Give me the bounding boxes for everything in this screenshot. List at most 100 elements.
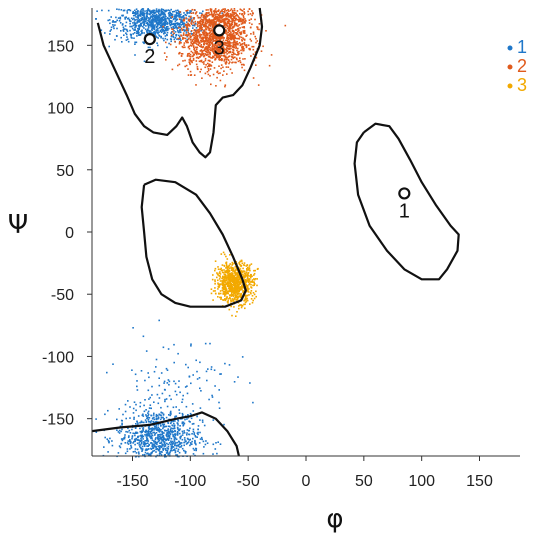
data-point — [245, 284, 248, 287]
data-point — [247, 291, 250, 293]
data-point — [181, 45, 184, 48]
data-point — [210, 83, 212, 86]
data-point — [220, 267, 222, 270]
data-point — [163, 445, 166, 448]
data-point — [177, 444, 180, 446]
data-point — [205, 46, 207, 48]
legend: 123 — [507, 37, 527, 95]
data-point — [178, 451, 181, 454]
data-point — [212, 40, 214, 42]
data-point — [241, 271, 243, 274]
data-point — [236, 311, 238, 313]
data-point — [168, 14, 171, 16]
data-point — [169, 20, 172, 22]
data-point — [173, 449, 175, 451]
data-point — [230, 33, 232, 35]
data-point — [213, 46, 216, 49]
data-point — [233, 43, 236, 46]
data-point — [106, 438, 109, 440]
data-point — [216, 49, 219, 51]
data-point — [138, 24, 141, 27]
data-point — [121, 41, 123, 43]
data-point — [147, 413, 150, 416]
data-point — [135, 41, 138, 44]
data-point — [216, 20, 218, 22]
data-point — [136, 432, 139, 434]
data-point — [131, 435, 134, 437]
data-point — [225, 297, 228, 299]
data-point — [156, 441, 159, 444]
data-point — [189, 70, 192, 73]
data-point — [167, 25, 169, 28]
data-point — [226, 258, 229, 260]
data-point — [233, 37, 236, 40]
data-point — [153, 18, 155, 21]
data-point — [225, 288, 228, 290]
data-point — [175, 14, 177, 17]
data-point — [255, 295, 257, 298]
data-point — [201, 36, 203, 39]
data-point — [218, 389, 220, 391]
data-point — [224, 42, 227, 45]
data-point — [151, 444, 154, 447]
data-point — [153, 449, 156, 452]
data-point — [164, 28, 167, 30]
data-point — [224, 287, 226, 290]
data-point — [181, 16, 184, 18]
data-point — [167, 425, 170, 428]
data-point — [205, 43, 208, 45]
data-point — [136, 22, 138, 24]
data-point — [216, 53, 219, 56]
data-point — [161, 392, 164, 395]
data-point — [173, 38, 176, 41]
data-point — [216, 71, 218, 73]
data-point — [230, 266, 232, 268]
data-point — [126, 450, 129, 453]
data-point — [229, 282, 231, 284]
data-point — [201, 31, 204, 34]
data-point — [170, 38, 173, 41]
data-point — [201, 421, 204, 423]
data-point — [215, 10, 218, 13]
data-point — [178, 446, 181, 448]
data-point — [210, 10, 213, 12]
data-point — [248, 288, 250, 290]
data-point — [209, 53, 211, 56]
data-point — [163, 382, 165, 384]
data-point — [197, 57, 200, 59]
data-point — [163, 444, 165, 446]
data-point — [194, 37, 197, 40]
data-point — [229, 283, 231, 285]
data-point — [245, 46, 248, 49]
data-point — [243, 264, 246, 267]
data-point — [243, 279, 246, 281]
data-point — [206, 62, 209, 65]
data-point — [192, 410, 195, 412]
data-point — [188, 48, 191, 50]
data-point — [141, 8, 144, 10]
data-point — [163, 21, 166, 23]
data-point — [188, 15, 190, 18]
data-point — [205, 64, 207, 66]
data-point — [128, 9, 131, 11]
data-point — [178, 18, 181, 20]
data-point — [139, 405, 141, 408]
data-point — [171, 11, 174, 13]
data-point — [227, 19, 230, 22]
data-point — [174, 31, 177, 33]
data-point — [178, 380, 180, 382]
data-point — [230, 14, 232, 16]
marker-1-label: 1 — [399, 200, 410, 222]
data-point — [180, 442, 183, 444]
data-point — [192, 57, 195, 60]
data-point — [142, 19, 145, 21]
data-point — [127, 17, 130, 19]
data-point — [187, 429, 190, 432]
data-point — [166, 38, 169, 41]
data-point — [133, 440, 135, 443]
data-point — [200, 59, 203, 62]
data-point — [129, 432, 132, 434]
data-point — [227, 9, 229, 11]
data-point — [244, 58, 246, 60]
data-point — [228, 22, 230, 24]
